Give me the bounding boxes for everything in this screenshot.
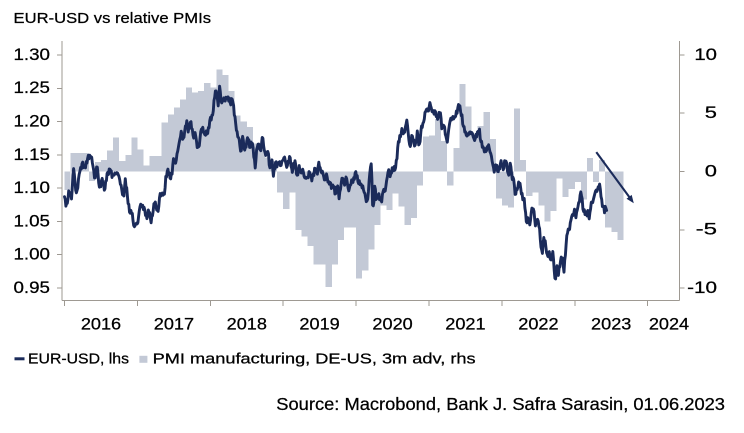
- svg-text:5: 5: [705, 104, 717, 122]
- svg-text:0: 0: [705, 162, 717, 180]
- svg-text:EUR-USD vs relative PMIs: EUR-USD vs relative PMIs: [14, 10, 212, 27]
- svg-text:10: 10: [694, 46, 717, 64]
- svg-text:2018: 2018: [227, 315, 267, 333]
- svg-text:1.00: 1.00: [14, 246, 51, 264]
- svg-text:1.20: 1.20: [14, 113, 51, 131]
- svg-text:PMI manufacturing, DE-US, 3m a: PMI manufacturing, DE-US, 3m adv, rhs: [153, 352, 476, 368]
- svg-text:1.10: 1.10: [14, 179, 51, 197]
- svg-text:2022: 2022: [518, 315, 558, 333]
- svg-text:1.05: 1.05: [14, 212, 51, 230]
- svg-text:1.25: 1.25: [14, 79, 51, 97]
- svg-text:-5: -5: [696, 221, 717, 239]
- svg-text:2020: 2020: [372, 315, 412, 333]
- svg-text:EUR-USD, lhs: EUR-USD, lhs: [28, 352, 129, 368]
- svg-text:2021: 2021: [445, 315, 485, 333]
- svg-text:1.15: 1.15: [14, 146, 51, 164]
- svg-text:2017: 2017: [154, 315, 194, 333]
- svg-text:1.30: 1.30: [14, 46, 51, 64]
- svg-text:2019: 2019: [299, 315, 339, 333]
- svg-text:-10: -10: [687, 279, 717, 297]
- svg-text:0.95: 0.95: [14, 279, 51, 297]
- svg-text:2024: 2024: [649, 315, 689, 333]
- svg-text:Source: Macrobond, Bank J. Saf: Source: Macrobond, Bank J. Safra Sarasin…: [276, 394, 725, 414]
- svg-text:2016: 2016: [81, 315, 121, 333]
- svg-text:2023: 2023: [591, 315, 631, 333]
